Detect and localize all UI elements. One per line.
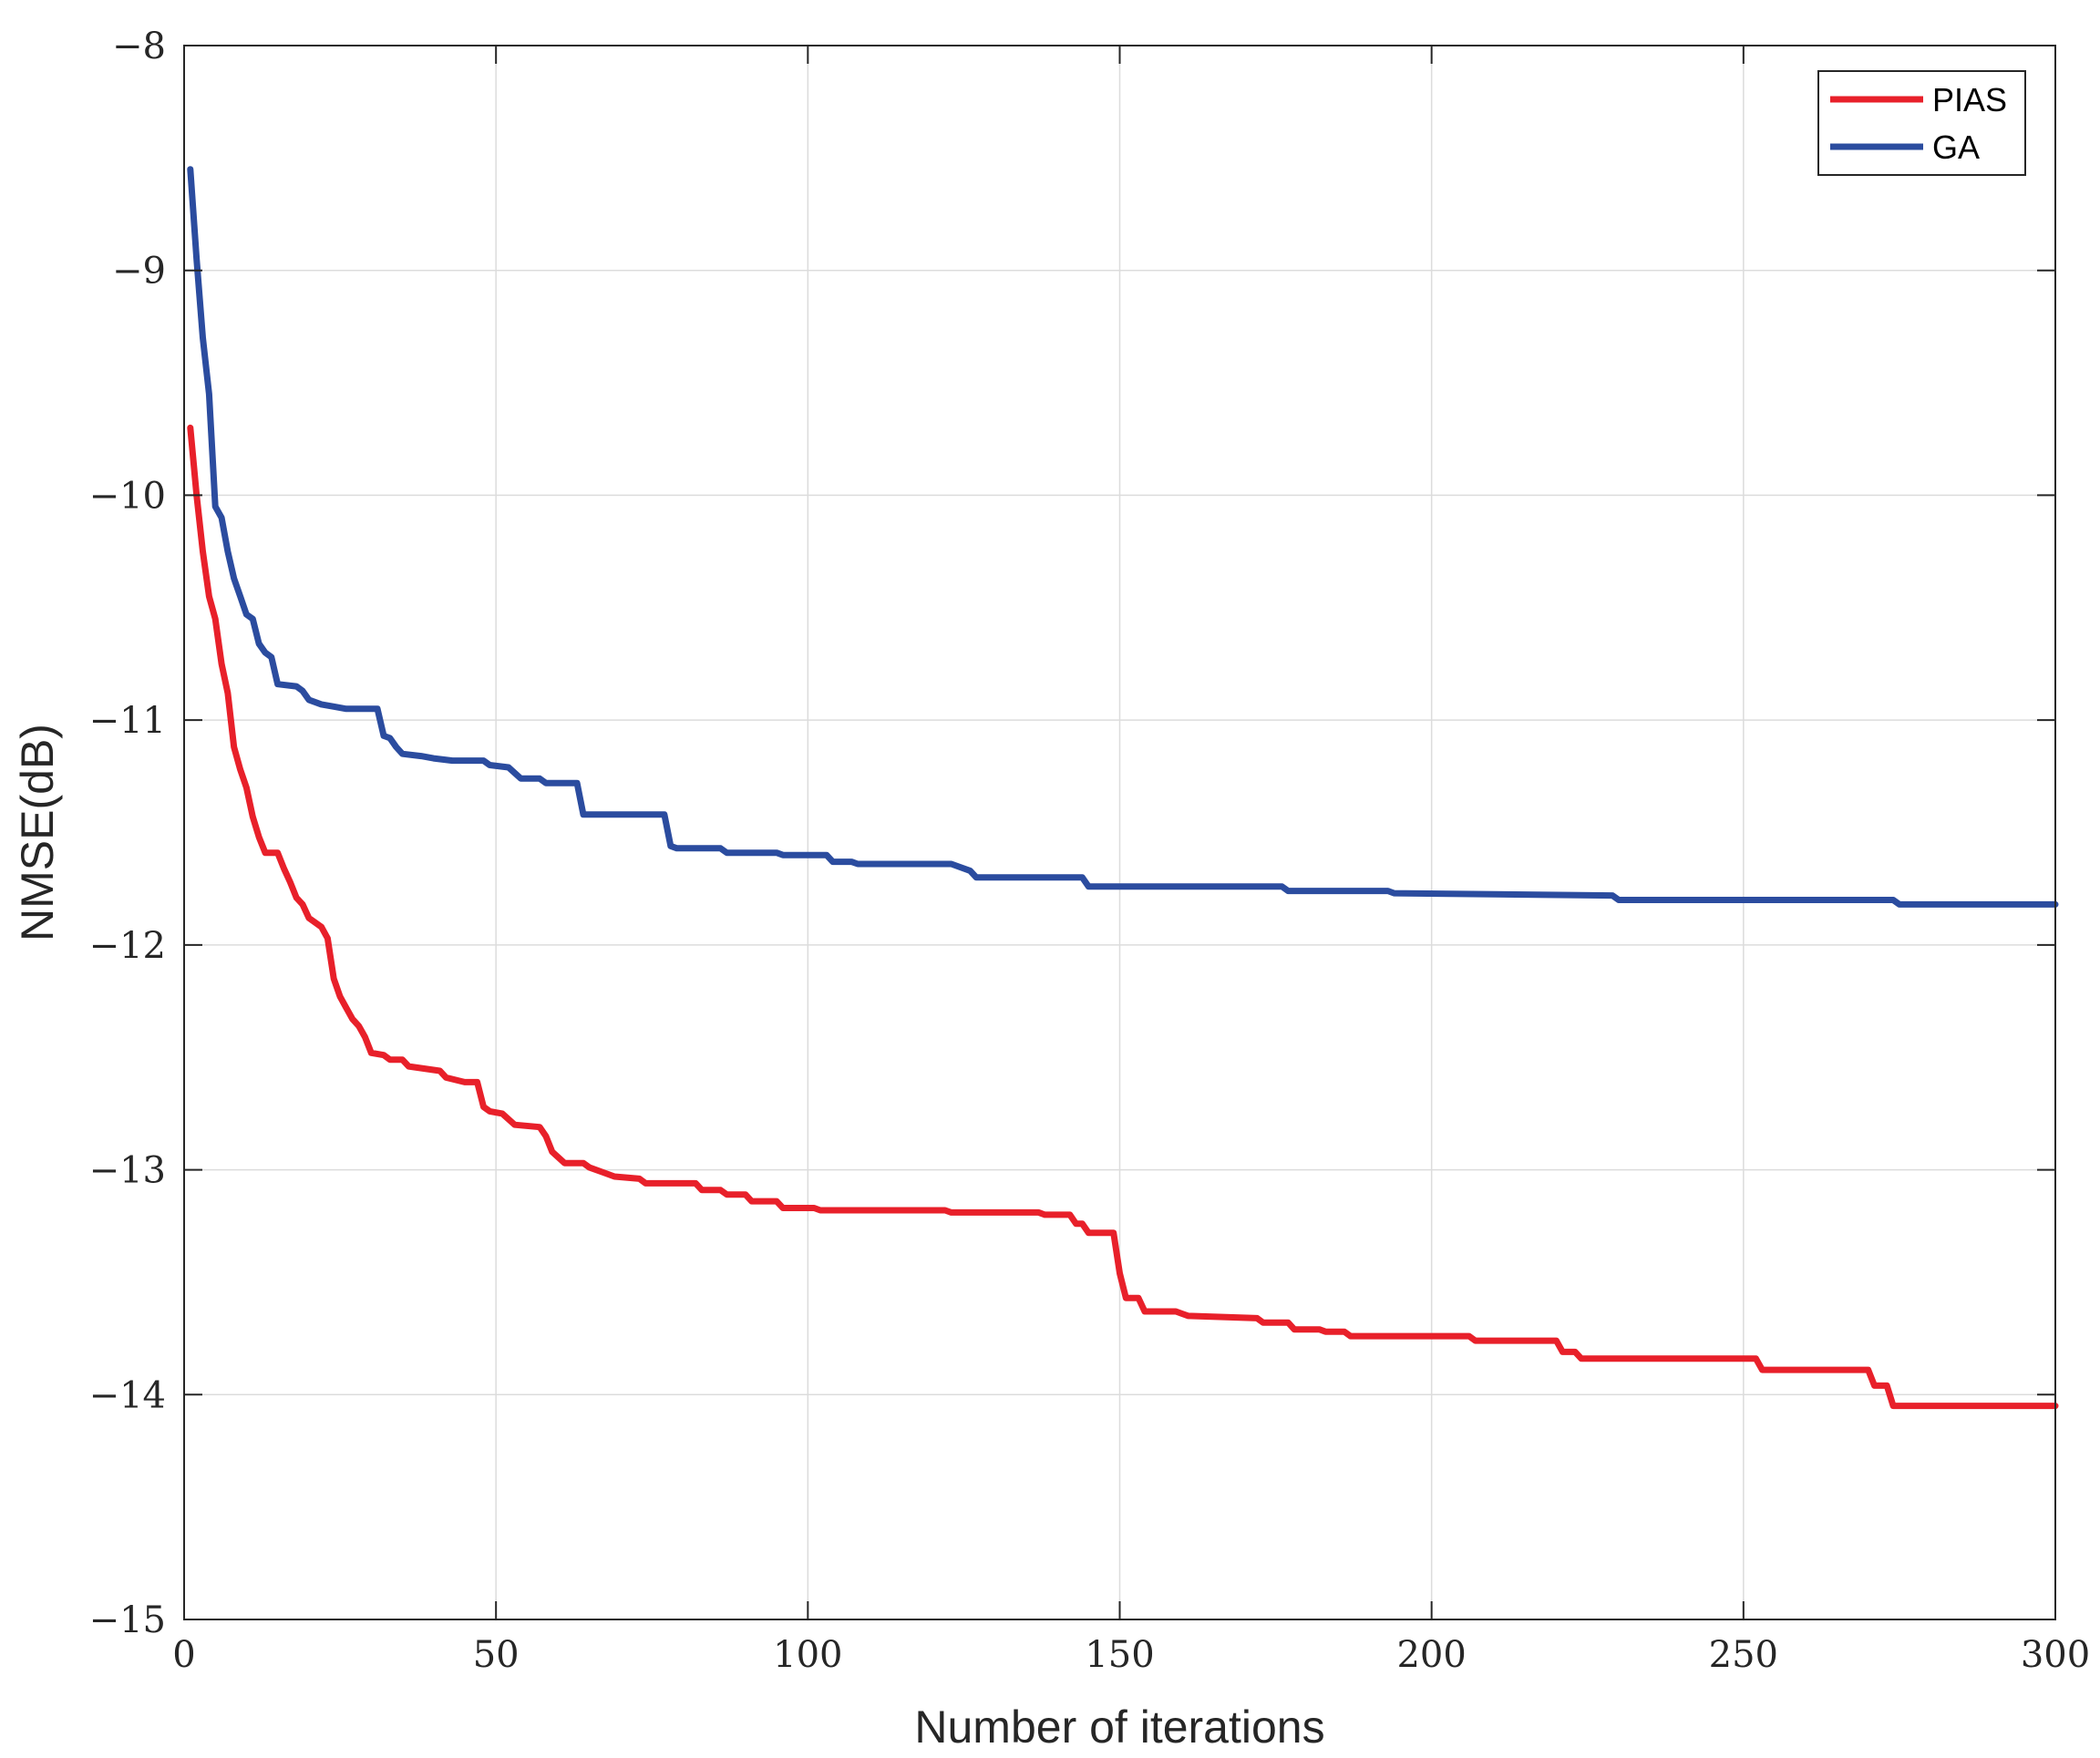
series-layer — [187, 166, 2059, 1410]
series-line-ga — [187, 166, 2059, 908]
legend: PIAS GA — [1817, 70, 2026, 176]
x-tick-labels: 0 50 100 150 200 250 300 — [172, 1634, 2090, 1676]
tick-marks — [183, 45, 2056, 1620]
y-tick-label: −13 — [89, 1150, 166, 1192]
y-tick-label: −8 — [112, 26, 166, 67]
x-tick-label: 300 — [2021, 1634, 2090, 1676]
legend-label-pias: PIAS — [1932, 81, 2007, 118]
x-axis-label: Number of iterations — [914, 1701, 1324, 1753]
series-line-pias — [187, 424, 2059, 1410]
y-tick-labels: −15 −14 −13 −12 −11 −10 −9 −8 — [89, 26, 166, 1641]
legend-box — [1817, 70, 2026, 176]
x-tick-label: 100 — [773, 1634, 842, 1676]
y-axis-label: NMSE(dB) — [12, 724, 63, 941]
grid-lines — [184, 46, 2055, 1619]
x-tick-label: 0 — [172, 1634, 195, 1676]
y-tick-label: −9 — [112, 251, 166, 293]
y-tick-label: −10 — [89, 475, 166, 517]
y-tick-label: −15 — [89, 1599, 166, 1641]
x-tick-label: 200 — [1396, 1634, 1466, 1676]
y-tick-label: −11 — [89, 700, 166, 742]
y-tick-label: −14 — [89, 1374, 166, 1416]
legend-label-ga: GA — [1932, 129, 1980, 166]
y-tick-label: −12 — [89, 925, 166, 967]
x-tick-label: 250 — [1709, 1634, 1778, 1676]
x-tick-label: 50 — [473, 1634, 520, 1676]
x-tick-label: 150 — [1085, 1634, 1154, 1676]
